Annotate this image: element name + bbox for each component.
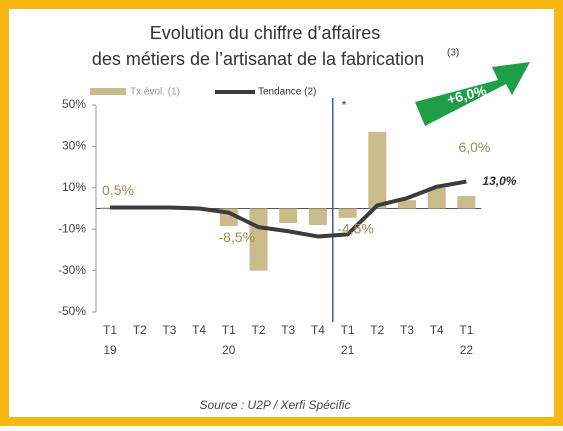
x-tick-label: T2 (251, 323, 265, 337)
title-note: (3) (447, 48, 459, 59)
chart-title: Evolution du chiffre d’affaires (150, 23, 380, 43)
arrow (415, 62, 530, 126)
source: Source : U2P / Xerfi Spécific (200, 398, 351, 412)
bar-value-label: -4,5% (337, 221, 374, 237)
trend-line (110, 179, 467, 239)
bar (398, 200, 416, 209)
x-year-label: 22 (460, 343, 474, 357)
x-tick-label: T3 (400, 323, 414, 337)
x-year-label: 19 (103, 343, 117, 357)
x-tick-label: T4 (192, 323, 206, 337)
bar-value-label: 6,0% (458, 139, 490, 155)
x-tick-label: T3 (162, 323, 176, 337)
x-year-label: 21 (341, 343, 355, 357)
x-tick-label: T2 (370, 323, 384, 337)
y-tick-label: 10% (62, 180, 86, 194)
bar (279, 208, 298, 223)
legend-swatch (90, 88, 126, 95)
line-value-label: 13,0% (482, 174, 516, 188)
y-tick-label: 30% (62, 139, 86, 153)
y-tick-label: -30% (58, 263, 86, 277)
bar (427, 187, 446, 209)
bar (457, 196, 476, 209)
x-tick-label: T1 (341, 323, 355, 337)
y-tick-label: 50% (62, 97, 86, 111)
x-tick-label: T4 (311, 323, 325, 337)
y-tick-label: -50% (58, 304, 86, 318)
bar (338, 208, 357, 218)
divider-marker: * (342, 98, 347, 112)
x-tick-label: T2 (133, 323, 147, 337)
bar-value-label: 0,5% (102, 182, 134, 198)
chart-title: des métiers de l’artisanat de la fabrica… (92, 49, 424, 69)
x-tick-label: T1 (103, 323, 117, 337)
bar-value-label: -8,5% (219, 229, 256, 245)
y-tick-label: -10% (58, 221, 86, 235)
x-tick-label: T4 (430, 323, 444, 337)
legend-label: Tendance (2) (258, 87, 316, 98)
x-tick-label: T1 (222, 323, 236, 337)
bar (308, 208, 327, 226)
bar (368, 131, 387, 209)
x-tick-label: T3 (281, 323, 295, 337)
x-tick-label: T1 (459, 323, 473, 337)
legend-label: Tx évol. (1) (130, 87, 180, 98)
x-year-label: 20 (222, 343, 236, 357)
